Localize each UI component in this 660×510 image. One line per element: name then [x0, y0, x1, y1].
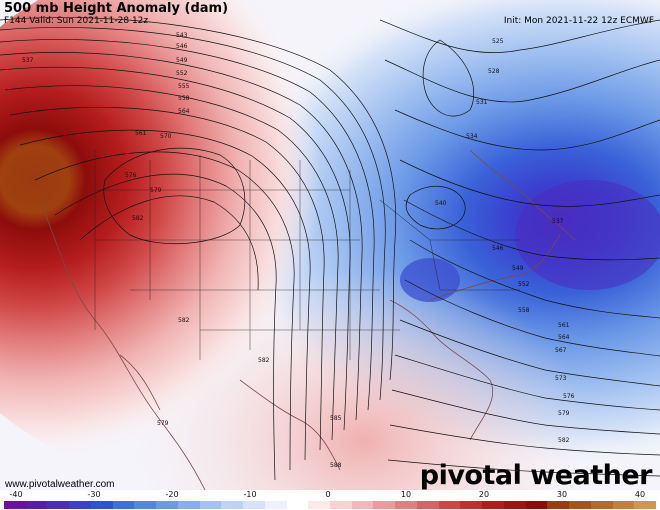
- contour-label: 588: [330, 462, 342, 469]
- contour-label: 555: [178, 83, 190, 90]
- colorbar-swatch: [112, 501, 135, 509]
- contour-label: 582: [558, 437, 570, 444]
- colorbar: -40 -30 -20 -10 0 10 20 30 40: [0, 490, 660, 510]
- colorbar-tick-label: -40: [9, 490, 23, 499]
- colorbar-swatch: [547, 501, 570, 509]
- colorbar-swatch: [351, 501, 374, 509]
- contour-label: 543: [176, 32, 188, 39]
- contour-label: 534: [466, 133, 478, 140]
- state-borders: [94, 150, 520, 360]
- positive-anomaly-shading: [0, 0, 430, 475]
- colorbar-swatch: [482, 501, 504, 509]
- height-anomaly-map: 537 543 546 549 552 555 558 564 561 570 …: [0, 0, 660, 490]
- contour-label: 549: [176, 57, 188, 64]
- brand-logo: pivotal weather: [419, 460, 653, 491]
- colorbar-swatch: [438, 501, 461, 509]
- colorbar-swatch: [243, 501, 265, 509]
- height-contours: [0, 17, 660, 481]
- colorbar-tick-label: -30: [87, 490, 101, 499]
- colorbar-swatch: [90, 501, 113, 509]
- contour-label: 579: [157, 420, 169, 427]
- contour-label: 576: [125, 172, 137, 179]
- colorbar-swatch: [525, 501, 548, 509]
- contour-label: 561: [135, 130, 147, 137]
- colorbar-swatch: [373, 501, 396, 509]
- coastlines: [39, 149, 576, 490]
- contour-label: 528: [488, 68, 500, 75]
- colorbar-tick-label: 10: [400, 490, 412, 499]
- contour-label: 582: [258, 357, 270, 364]
- colorbar-swatch: [47, 501, 70, 509]
- contour-label: 582: [132, 215, 144, 222]
- colorbar-tick-label: 30: [556, 490, 568, 499]
- contour-label: 552: [176, 70, 188, 77]
- contour-label: 585: [330, 415, 342, 422]
- colorbar-swatch: [264, 501, 287, 509]
- colorbar-tick-label: 0: [325, 490, 331, 499]
- contour-label: 549: [512, 265, 524, 272]
- contour-label: 579: [150, 187, 162, 194]
- colorbar-tick-label: 20: [478, 490, 490, 499]
- colorbar-swatch: [416, 501, 439, 509]
- contour-label: 537: [552, 218, 564, 225]
- contour-label: 537: [22, 57, 34, 64]
- contour-label: 561: [558, 322, 570, 329]
- contour-label: 546: [492, 245, 504, 252]
- contour-label: 540: [435, 200, 447, 207]
- contour-label: 564: [558, 334, 570, 341]
- contour-labels: 537 543 546 549 552 555 558 564 561 570 …: [22, 32, 575, 469]
- colorbar-tick-label: -10: [243, 490, 257, 499]
- colorbar-swatch: [156, 501, 178, 509]
- init-time: Init: Mon 2021-11-22 12z ECMWF: [503, 16, 654, 26]
- colorbar-strip: [4, 501, 657, 509]
- colorbar-swatch: [134, 501, 157, 509]
- valid-time: F144 Valid: Sun 2021-11-28 12z: [4, 16, 149, 26]
- colorbar-swatch: [330, 501, 352, 509]
- colorbar-swatch: [395, 501, 417, 509]
- contour-label: 576: [563, 393, 575, 400]
- contour-label: 582: [178, 317, 190, 324]
- contour-label: 564: [178, 108, 190, 115]
- contour-label: 579: [558, 410, 570, 417]
- colorbar-swatch: [286, 501, 309, 509]
- colorbar-swatch: [634, 501, 657, 509]
- contour-label: 567: [555, 347, 567, 354]
- colorbar-swatch: [308, 501, 331, 509]
- website-link[interactable]: www.pivotalweather.com: [5, 479, 115, 490]
- colorbar-swatch: [569, 501, 591, 509]
- colorbar-swatch: [177, 501, 200, 509]
- colorbar-swatch: [590, 501, 613, 509]
- contour-label: 552: [518, 281, 530, 288]
- colorbar-swatch: [4, 501, 26, 509]
- map-title: 500 mb Height Anomaly (dam): [4, 1, 229, 16]
- contour-label: 570: [160, 133, 172, 140]
- colorbar-swatch: [221, 501, 244, 509]
- colorbar-swatch: [503, 501, 526, 509]
- colorbar-swatch: [460, 501, 483, 509]
- colorbar-swatch: [69, 501, 91, 509]
- contour-label: 546: [176, 43, 188, 50]
- colorbar-tick-label: -20: [165, 490, 179, 499]
- colorbar-tick-label: 40: [634, 490, 646, 499]
- contour-label: 573: [555, 375, 567, 382]
- colorbar-swatch: [199, 501, 222, 509]
- colorbar-swatch: [612, 501, 635, 509]
- colorbar-swatch: [25, 501, 48, 509]
- contour-label: 558: [178, 95, 190, 102]
- contour-label: 525: [492, 38, 504, 45]
- contour-label: 558: [518, 307, 530, 314]
- contour-label: 531: [476, 99, 488, 106]
